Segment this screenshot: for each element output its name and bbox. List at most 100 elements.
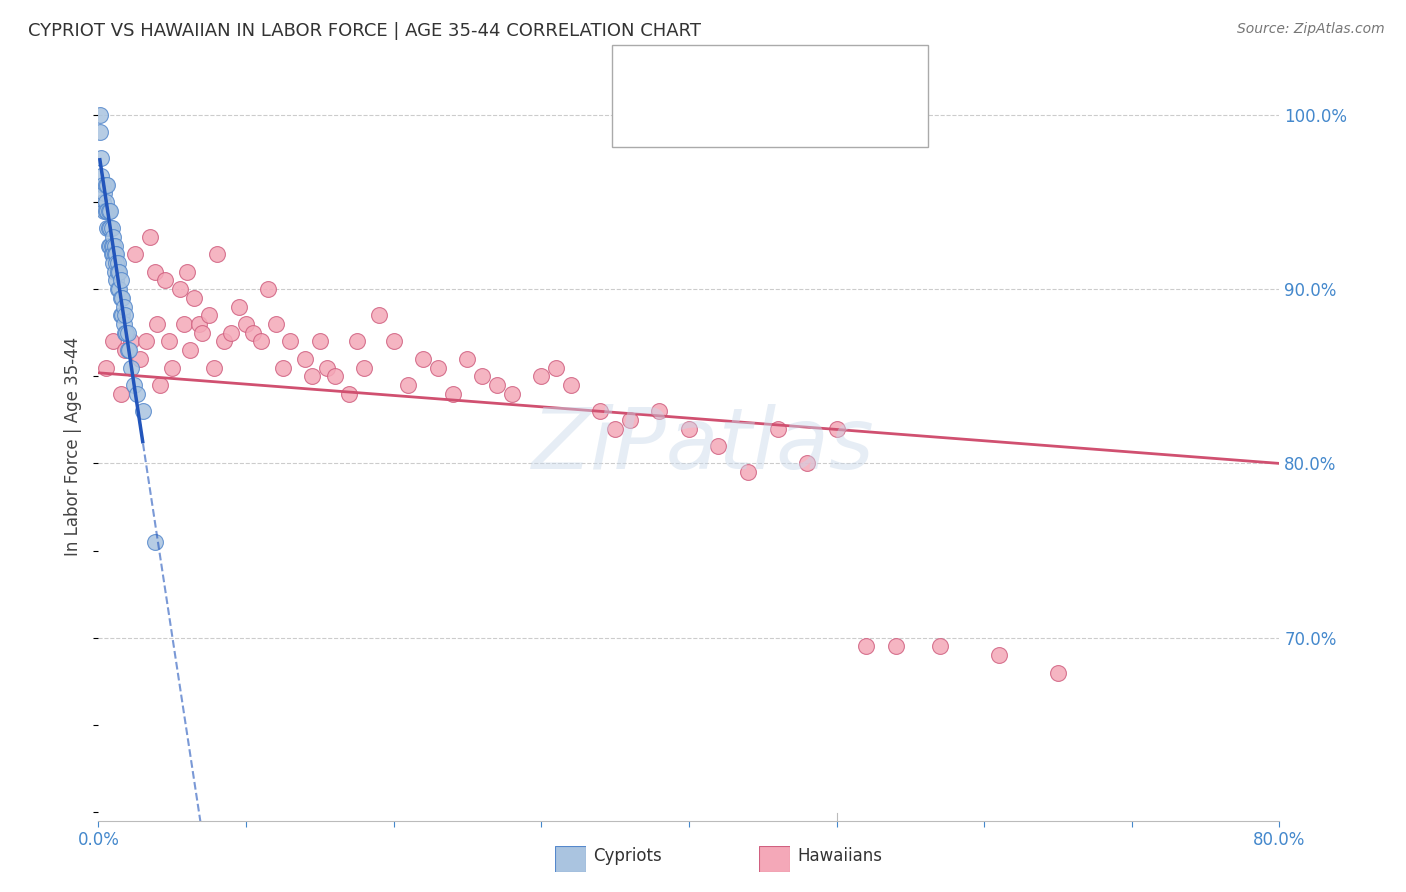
Point	[117, 343, 139, 358]
Point	[173, 317, 195, 331]
Point	[280, 334, 302, 349]
Point	[105, 273, 128, 287]
Point	[264, 317, 287, 331]
Point	[427, 360, 450, 375]
Point	[94, 195, 117, 210]
Point	[149, 378, 172, 392]
Point	[294, 351, 316, 366]
Point	[120, 334, 142, 349]
Point	[471, 369, 494, 384]
Point	[457, 351, 479, 366]
Point	[353, 360, 375, 375]
Point	[619, 413, 641, 427]
Point	[114, 343, 136, 358]
Point	[90, 169, 112, 183]
Point	[271, 360, 294, 375]
Point	[110, 291, 132, 305]
Point	[103, 247, 125, 261]
Point	[124, 247, 146, 261]
Point	[198, 308, 221, 322]
Point	[122, 378, 145, 392]
Point	[212, 334, 235, 349]
Point	[108, 282, 131, 296]
Point	[117, 326, 139, 340]
Point	[589, 404, 612, 418]
Point	[107, 282, 129, 296]
Y-axis label: In Labor Force | Age 35-44: In Labor Force | Age 35-44	[65, 336, 83, 556]
Point	[110, 386, 132, 401]
Point	[546, 360, 568, 375]
Point	[235, 317, 257, 331]
Text: R =  0.220   N = 56: R = 0.220 N = 56	[671, 65, 860, 83]
Point	[929, 640, 952, 654]
Point	[111, 308, 134, 322]
Point	[96, 203, 118, 218]
Point	[114, 308, 136, 322]
Point	[98, 203, 121, 218]
Point	[382, 334, 405, 349]
Point	[107, 256, 129, 270]
Point	[115, 326, 138, 340]
Point	[648, 404, 671, 418]
Point	[707, 439, 730, 453]
Point	[143, 265, 166, 279]
Point	[368, 308, 391, 322]
Point	[441, 386, 464, 401]
Point	[1046, 665, 1070, 680]
Text: CYPRIOT VS HAWAIIAN IN LABOR FORCE | AGE 35-44 CORRELATION CHART: CYPRIOT VS HAWAIIAN IN LABOR FORCE | AGE…	[28, 22, 702, 40]
Point	[94, 360, 117, 375]
Point	[103, 238, 125, 252]
Point	[104, 247, 127, 261]
Point	[179, 343, 201, 358]
Text: ZiPatlas: ZiPatlas	[531, 404, 875, 488]
Point	[91, 195, 114, 210]
Point	[398, 378, 420, 392]
Point	[884, 640, 907, 654]
Point	[202, 360, 225, 375]
Point	[98, 238, 121, 252]
Text: R = -0.160   N = 71: R = -0.160 N = 71	[671, 107, 860, 125]
Point	[191, 326, 214, 340]
Point	[112, 317, 135, 331]
Point	[125, 386, 148, 401]
Point	[132, 404, 155, 418]
Point	[176, 265, 198, 279]
Point	[135, 334, 157, 349]
Point	[100, 221, 122, 235]
Point	[104, 238, 127, 252]
Point	[90, 152, 112, 166]
Point	[103, 334, 125, 349]
Point	[157, 334, 180, 349]
Point	[100, 247, 122, 261]
Point	[93, 203, 115, 218]
Point	[323, 369, 346, 384]
Point	[94, 178, 117, 192]
Point	[104, 265, 127, 279]
Point	[110, 273, 132, 287]
Point	[737, 465, 759, 479]
Point	[146, 317, 169, 331]
Point	[257, 282, 280, 296]
Point	[105, 256, 128, 270]
Text: Hawaiians: Hawaiians	[797, 847, 882, 865]
Point	[111, 291, 134, 305]
Point	[143, 534, 166, 549]
Point	[530, 369, 553, 384]
Point	[97, 221, 120, 235]
Point	[339, 386, 361, 401]
Point	[120, 360, 142, 375]
Point	[183, 291, 205, 305]
Text: Source: ZipAtlas.com: Source: ZipAtlas.com	[1237, 22, 1385, 37]
Point	[242, 326, 264, 340]
Point	[118, 343, 141, 358]
Point	[105, 247, 128, 261]
Point	[100, 238, 122, 252]
Point	[766, 421, 789, 435]
Point	[108, 265, 131, 279]
Point	[346, 334, 368, 349]
Point	[94, 203, 117, 218]
Text: Cypriots: Cypriots	[593, 847, 662, 865]
Point	[250, 334, 273, 349]
Point	[112, 300, 135, 314]
Point	[91, 178, 114, 192]
